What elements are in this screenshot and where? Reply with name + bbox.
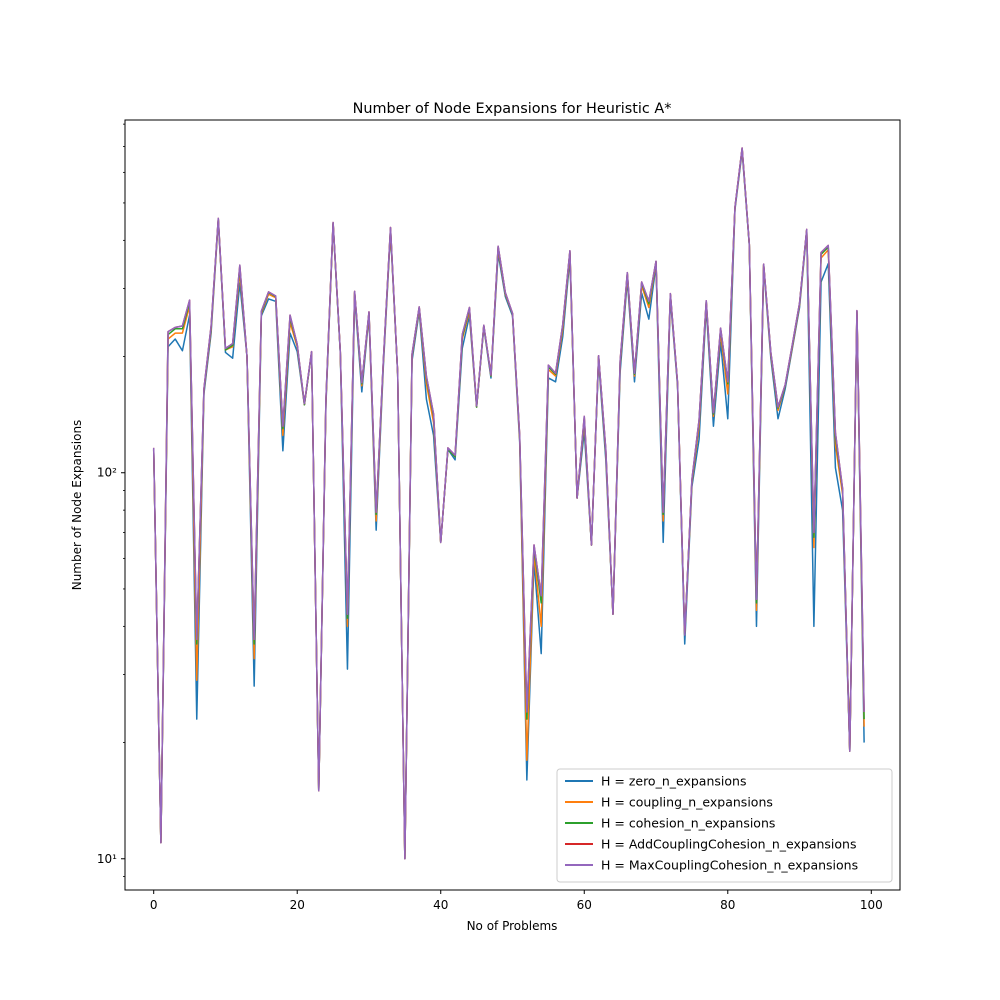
x-tick-label: 80: [720, 898, 735, 912]
chart-title: Number of Node Expansions for Heuristic …: [353, 101, 672, 117]
series-line-3: [152, 147, 865, 860]
y-tick-label: 10¹: [97, 852, 117, 866]
legend-label: H = MaxCouplingCohesion_n_expansions: [601, 858, 858, 873]
plot-area-frame: [124, 119, 901, 891]
y-tick-label: 10²: [97, 466, 117, 480]
x-tick-label: 60: [577, 898, 592, 912]
legend-label: H = coupling_n_expansions: [601, 795, 773, 810]
x-tick-label: 20: [290, 898, 305, 912]
series-line-5: [152, 147, 865, 860]
x-axis-ticks: 0 20 40 60 80 100: [150, 890, 883, 912]
x-axis-label: No of Problems: [467, 919, 558, 933]
series-lines: [152, 147, 865, 860]
series-line-1: [152, 150, 865, 860]
legend-box: [556, 768, 893, 883]
legend-label: H = cohesion_n_expansions: [601, 816, 775, 831]
x-tick-label: 0: [150, 898, 158, 912]
series-line-4: [152, 147, 865, 860]
legend: H = zero_n_expansions H = coupling_n_expa…: [556, 768, 893, 883]
x-tick-label: 40: [433, 898, 448, 912]
y-axis-label: Number of Node Expansions: [70, 420, 84, 591]
series-line-2: [152, 148, 865, 860]
x-tick-label: 100: [860, 898, 883, 912]
y-axis-ticks: 10¹ 10²: [97, 123, 125, 877]
legend-label: H = zero_n_expansions: [601, 774, 746, 789]
legend-label: H = AddCouplingCohesion_n_expansions: [601, 837, 856, 852]
